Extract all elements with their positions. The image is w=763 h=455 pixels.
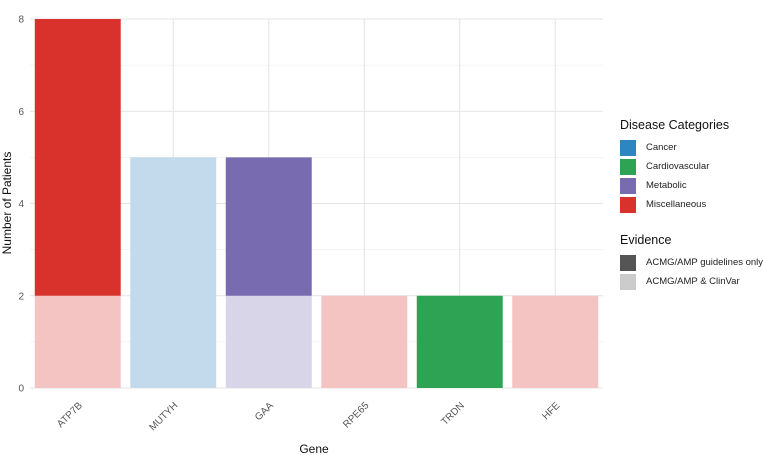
legend-label: Miscellaneous	[646, 199, 707, 210]
legend-label: Metabolic	[646, 180, 687, 191]
x-tick-label: GAA	[253, 400, 276, 423]
legend-swatch	[620, 196, 636, 213]
x-tick-label: RPE65	[341, 400, 371, 430]
legend-item-miscellaneous: Miscellaneous	[620, 195, 729, 214]
bar-atp7b-acmg-only	[34, 19, 121, 296]
legend-label: Cancer	[646, 142, 677, 153]
legend-evidence: Evidence ACMG/AMP guidelines only ACMG/AM…	[620, 233, 763, 291]
bar-atp7b-acmg-clinvar	[34, 295, 121, 388]
x-tick-label: HFE	[540, 400, 562, 422]
bar-hfe-acmg-clinvar	[512, 295, 599, 388]
legend-label: ACMG/AMP guidelines only	[646, 257, 763, 268]
legend-swatch	[620, 254, 636, 271]
y-tick-label: 6	[18, 107, 24, 118]
bar-gaa-acmg-clinvar	[225, 295, 312, 388]
x-tick-label: ATP7B	[55, 400, 85, 430]
bar-trdn-acmg-only	[416, 295, 503, 388]
legend-item-cancer: Cancer	[620, 138, 729, 157]
bar-rpe65-acmg-clinvar	[321, 295, 408, 388]
y-tick-label: 2	[18, 291, 24, 302]
legend-swatch	[620, 177, 636, 194]
legend-title-categories: Disease Categories	[620, 118, 730, 132]
legend-swatch	[620, 139, 636, 156]
legend-label: Cardiovascular	[646, 161, 710, 172]
legend-item-acmg-amp-guidelines-only: ACMG/AMP guidelines only	[620, 253, 763, 272]
legend-item-metabolic: Metabolic	[620, 176, 729, 195]
x-axis-title: Gene	[299, 442, 329, 455]
bar-mutyh-acmg-clinvar	[130, 157, 217, 388]
y-tick-label: 0	[18, 384, 24, 395]
legend-item-cardiovascular: Cardiovascular	[620, 157, 729, 176]
x-tick-label: TRDN	[439, 400, 466, 427]
y-tick-label: 4	[18, 199, 24, 210]
legend-disease-categories: Disease Categories Cancer Cardiovascular M…	[620, 118, 729, 214]
bar-layer	[34, 19, 599, 388]
legend-swatch	[620, 158, 636, 175]
y-axis-title: Number of Patients	[0, 152, 14, 255]
y-tick-label: 8	[18, 15, 24, 26]
legend-swatch	[620, 273, 636, 290]
legend-label: ACMG/AMP & ClinVar	[646, 276, 740, 287]
x-tick-label: MUTYH	[147, 400, 180, 433]
legend-item-acmg-amp-clinvar: ACMG/AMP & ClinVar	[620, 272, 763, 291]
legend-title-evidence: Evidence	[620, 233, 672, 247]
bar-gaa-acmg-only	[225, 157, 312, 296]
